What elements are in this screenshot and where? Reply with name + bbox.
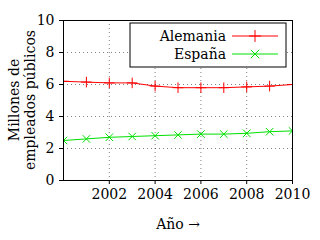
svg-text:8: 8 xyxy=(46,44,55,60)
svg-text:España: España xyxy=(174,46,226,62)
svg-text:2: 2 xyxy=(46,140,55,156)
svg-text:2010: 2010 xyxy=(275,186,311,202)
svg-text:Millones deempleados públicos: Millones deempleados públicos xyxy=(6,30,37,170)
svg-text:2006: 2006 xyxy=(183,186,219,202)
svg-text:2002: 2002 xyxy=(91,186,127,202)
svg-text:10: 10 xyxy=(37,12,55,28)
svg-text:0: 0 xyxy=(46,172,55,188)
svg-text:Alemania: Alemania xyxy=(159,28,226,44)
svg-text:2004: 2004 xyxy=(137,186,173,202)
svg-text:2008: 2008 xyxy=(229,186,265,202)
svg-text:Año →: Año → xyxy=(155,216,200,232)
svg-text:6: 6 xyxy=(46,76,55,92)
svg-text:4: 4 xyxy=(46,108,55,124)
